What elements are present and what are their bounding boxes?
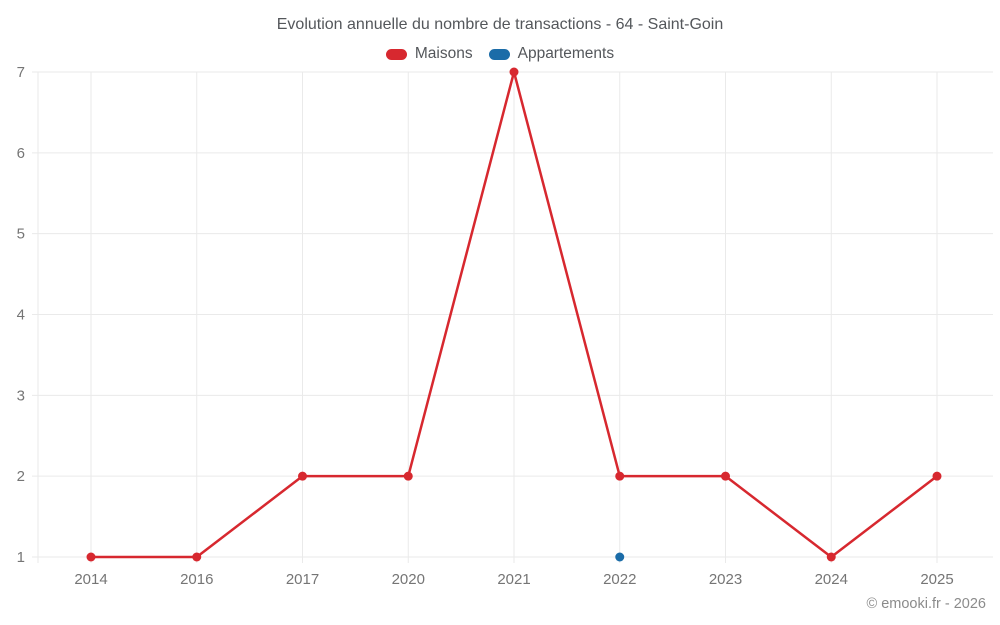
data-point-maisons[interactable] — [298, 471, 307, 481]
legend-item-appartements[interactable]: Appartements — [488, 45, 615, 63]
data-point-maisons[interactable] — [403, 471, 413, 481]
data-point-maisons[interactable] — [826, 552, 836, 562]
y-tick-label: 6 — [17, 145, 25, 162]
legend-label-maisons: Maisons — [414, 45, 473, 62]
data-point-maisons[interactable] — [932, 471, 942, 481]
y-tick-label: 2 — [17, 468, 25, 485]
data-point-maisons[interactable] — [509, 67, 519, 77]
y-tick-label: 4 — [17, 307, 25, 324]
data-point-maisons[interactable] — [615, 471, 625, 481]
chart-title: Evolution annuelle du nombre de transact… — [276, 16, 724, 33]
copyright-credit: © emooki.fr - 2026 — [866, 596, 986, 612]
x-tick-label: 2016 — [180, 571, 213, 588]
data-point-maisons[interactable] — [192, 552, 202, 562]
y-tick-label: 5 — [17, 226, 25, 243]
y-tick-label: 7 — [17, 64, 25, 81]
y-tick-label: 1 — [17, 549, 25, 566]
data-point-maisons[interactable] — [721, 471, 730, 481]
legend-swatch-maisons-icon — [385, 48, 407, 60]
legend: Maisons Appartements — [0, 45, 1000, 63]
x-tick-label: 2022 — [603, 571, 636, 588]
data-point-appartements[interactable] — [615, 552, 625, 562]
legend-label-appartements: Appartements — [517, 45, 615, 62]
legend-item-maisons[interactable]: Maisons — [385, 45, 473, 63]
x-tick-label: 2017 — [286, 571, 319, 588]
x-tick-label: 2024 — [815, 571, 848, 588]
y-tick-label: 3 — [17, 387, 25, 404]
x-tick-label: 2025 — [920, 571, 953, 588]
legend-swatch-appartements-icon — [488, 48, 510, 60]
x-tick-label: 2014 — [74, 571, 107, 588]
x-tick-label: 2023 — [709, 571, 742, 588]
x-tick-label: 2021 — [497, 571, 530, 588]
x-tick-label: 2020 — [392, 571, 425, 588]
data-point-maisons[interactable] — [86, 552, 96, 562]
